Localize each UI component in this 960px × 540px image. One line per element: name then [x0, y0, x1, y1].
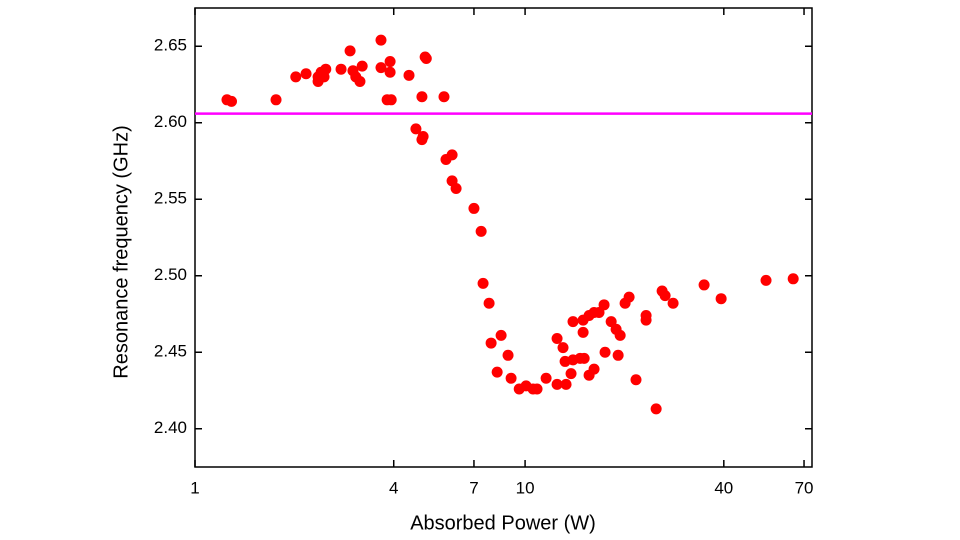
data-point	[531, 383, 543, 395]
data-point	[270, 94, 282, 106]
data-point	[551, 332, 563, 344]
data-point	[485, 337, 497, 349]
x-tick-label: 40	[714, 478, 733, 497]
data-point	[760, 274, 772, 286]
x-tick-label: 10	[516, 478, 535, 497]
y-axis-title: Resonance frequency (GHz)	[110, 125, 132, 378]
data-point	[614, 329, 626, 341]
y-tick-label: 2.60	[154, 112, 187, 131]
data-point	[667, 297, 679, 309]
data-point	[578, 352, 590, 364]
data-point	[491, 366, 503, 378]
data-point	[567, 316, 579, 328]
x-tick-label: 4	[389, 478, 398, 497]
data-point	[416, 91, 428, 103]
data-point	[495, 329, 507, 341]
y-tick-label: 2.55	[154, 189, 187, 208]
data-point	[417, 131, 429, 143]
x-tick-label: 70	[795, 478, 814, 497]
data-point	[623, 291, 635, 303]
data-point	[344, 45, 356, 57]
data-point	[557, 342, 569, 354]
y-tick-label: 2.40	[154, 418, 187, 437]
data-point	[468, 202, 480, 214]
data-point	[354, 75, 366, 87]
data-point	[483, 297, 495, 309]
data-point	[505, 372, 517, 384]
y-tick-label: 2.50	[154, 265, 187, 284]
x-tick-label: 1	[190, 478, 199, 497]
data-point	[715, 293, 727, 305]
data-point	[650, 403, 662, 415]
x-axis-title: Absorbed Power (W)	[410, 512, 596, 534]
data-point	[384, 56, 396, 68]
data-point	[599, 346, 611, 358]
data-point	[420, 52, 432, 64]
data-point	[577, 326, 589, 338]
data-point	[410, 123, 422, 135]
y-tick-label: 2.45	[154, 342, 187, 361]
data-point	[560, 378, 572, 390]
data-point	[477, 277, 489, 289]
data-point	[375, 34, 387, 46]
data-point	[450, 183, 462, 195]
data-point	[565, 368, 577, 380]
data-point	[502, 349, 514, 361]
x-tick-label: 7	[469, 478, 478, 497]
data-point	[475, 225, 487, 237]
data-point	[787, 273, 799, 285]
data-point	[385, 94, 397, 106]
data-point	[551, 378, 563, 390]
data-point	[446, 149, 458, 161]
data-point	[540, 372, 552, 384]
data-point	[290, 71, 302, 83]
data-point	[698, 279, 710, 291]
data-point	[318, 71, 330, 83]
data-point	[630, 374, 642, 386]
data-point	[588, 363, 600, 375]
y-tick-label: 2.65	[154, 36, 187, 55]
data-point	[356, 60, 368, 72]
data-point	[384, 66, 396, 78]
data-point	[438, 91, 450, 103]
data-point	[226, 95, 238, 107]
data-point	[659, 290, 671, 302]
data-point	[375, 62, 387, 74]
data-point	[640, 314, 652, 326]
data-point	[300, 68, 312, 80]
data-point	[335, 63, 347, 75]
plot-frame	[194, 7, 813, 468]
data-point	[403, 69, 415, 81]
data-point	[598, 299, 610, 311]
data-point	[612, 349, 624, 361]
